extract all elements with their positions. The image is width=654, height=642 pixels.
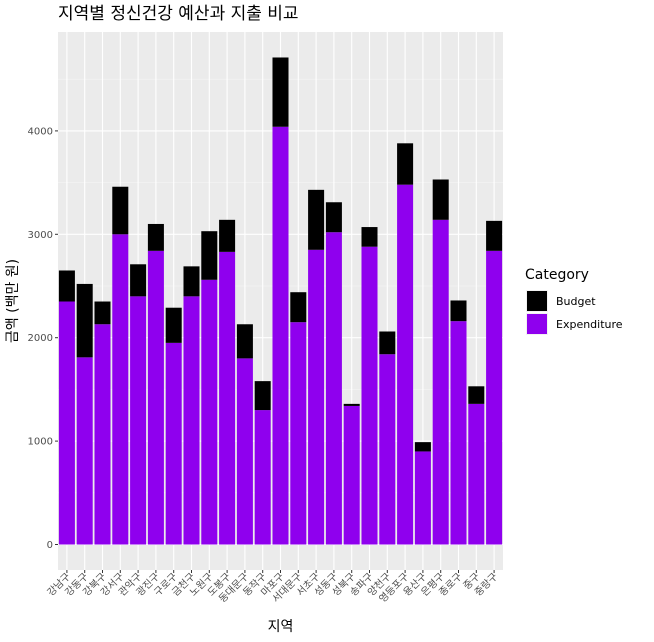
bar-expenditure [290, 322, 307, 545]
bar-budget [201, 231, 218, 280]
bar-expenditure [147, 250, 164, 545]
y-tick-label: 3000 [28, 230, 53, 241]
bar-expenditure [112, 234, 129, 545]
bar-budget [486, 220, 503, 251]
bar-budget [236, 324, 253, 359]
bar-expenditure [254, 410, 271, 545]
bar-expenditure [450, 321, 467, 545]
legend-key-expenditure [527, 314, 547, 334]
legend-label-budget: Budget [556, 295, 596, 308]
bar-budget [361, 227, 378, 247]
y-tick-label: 0 [47, 540, 53, 551]
y-axis-title: 금액 (백만 원) [5, 259, 21, 343]
bar-expenditure [165, 342, 182, 545]
bar-budget [343, 403, 360, 406]
bar-budget [308, 189, 325, 250]
bar-expenditure [219, 251, 236, 545]
y-tick-label: 2000 [28, 333, 53, 344]
bar-expenditure [397, 184, 414, 545]
bar-budget [76, 283, 93, 358]
legend-key-budget [527, 291, 547, 311]
bar-budget [397, 143, 414, 185]
bar-budget [325, 202, 342, 233]
bar-expenditure [486, 250, 503, 545]
bar-expenditure [361, 246, 378, 545]
legend-title: Category [525, 267, 589, 283]
y-tick-label: 4000 [28, 126, 53, 137]
bar-expenditure [325, 232, 342, 545]
bar-expenditure [94, 324, 111, 545]
y-axis: 0 1000 2000 3000 4000 [28, 126, 58, 551]
bar-budget [147, 223, 164, 251]
bar-expenditure [468, 403, 485, 545]
bar-expenditure [183, 296, 200, 545]
bar-budget [112, 186, 129, 235]
bar-budget [379, 331, 396, 355]
bar-budget [165, 307, 182, 343]
bar-expenditure [76, 357, 93, 545]
legend-label-expenditure: Expenditure [556, 318, 623, 331]
bar-expenditure [432, 219, 449, 545]
bar-budget [58, 270, 75, 302]
bar-budget [432, 179, 449, 220]
bar-budget [130, 264, 147, 297]
bar-expenditure [414, 451, 431, 545]
bar-expenditure [379, 354, 396, 545]
bar-expenditure [130, 296, 147, 545]
bar-budget [219, 219, 236, 252]
bar-budget [94, 301, 111, 325]
bar-budget [290, 292, 307, 323]
bar-expenditure [308, 249, 325, 545]
chart-title: 지역별 정신건강 예산과 지출 비교 [58, 4, 299, 24]
bar-expenditure [236, 358, 253, 545]
bar-expenditure [272, 126, 289, 545]
bar-budget [183, 266, 200, 297]
bar-budget [272, 57, 289, 127]
bar-budget [414, 442, 431, 452]
x-axis: 강남구강동구강북구강서구관악구광진구구로구금천구노원구도봉구동대문구동작구마포구… [45, 570, 500, 605]
x-axis-title: 지역 [268, 619, 294, 635]
bars [58, 57, 503, 545]
bar-budget [254, 381, 271, 411]
bar-expenditure [343, 405, 360, 545]
y-tick-label: 1000 [28, 437, 53, 448]
bar-expenditure [58, 301, 75, 545]
legend: Category Budget Expenditure [525, 267, 623, 335]
bar-expenditure [201, 279, 218, 545]
bar-budget [468, 386, 485, 404]
bar-budget [450, 300, 467, 322]
